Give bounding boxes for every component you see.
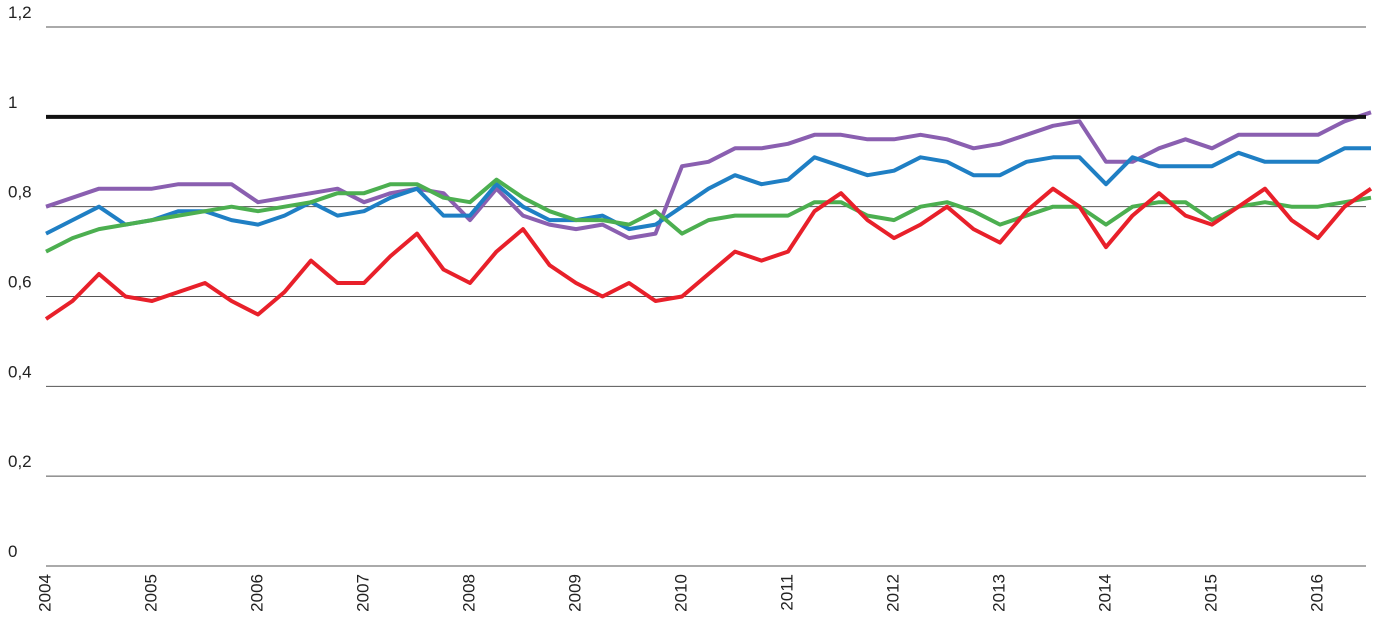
x-tick-label: 2006 xyxy=(247,574,266,612)
x-tick-label: 2016 xyxy=(1307,574,1326,612)
y-tick-label: 1 xyxy=(8,93,17,112)
x-tick-label: 2012 xyxy=(883,574,902,612)
y-tick-label: 0,2 xyxy=(8,452,32,471)
data-line xyxy=(45,110,1372,241)
data-line xyxy=(45,177,1372,254)
x-tick-label: 2010 xyxy=(671,574,690,612)
x-tick-label: 2014 xyxy=(1095,574,1114,612)
data-line xyxy=(44,186,1373,321)
x-tick-label: 2004 xyxy=(35,574,54,612)
y-tick-label: 0 xyxy=(8,542,17,561)
x-tick-label: 2015 xyxy=(1201,574,1220,612)
x-tick-label: 2007 xyxy=(353,574,372,612)
x-tick-label: 2005 xyxy=(141,574,160,612)
y-tick-label: 1,2 xyxy=(8,3,32,22)
x-tick-label: 2013 xyxy=(989,574,1008,612)
y-tick-label: 0,8 xyxy=(8,183,32,202)
y-tick-label: 0,4 xyxy=(8,362,32,381)
x-tick-label: 2011 xyxy=(777,574,796,611)
data-line xyxy=(45,146,1371,236)
x-tick-label: 2009 xyxy=(565,574,584,612)
y-tick-label: 0,6 xyxy=(8,273,32,292)
x-tick-label: 2008 xyxy=(459,574,478,612)
